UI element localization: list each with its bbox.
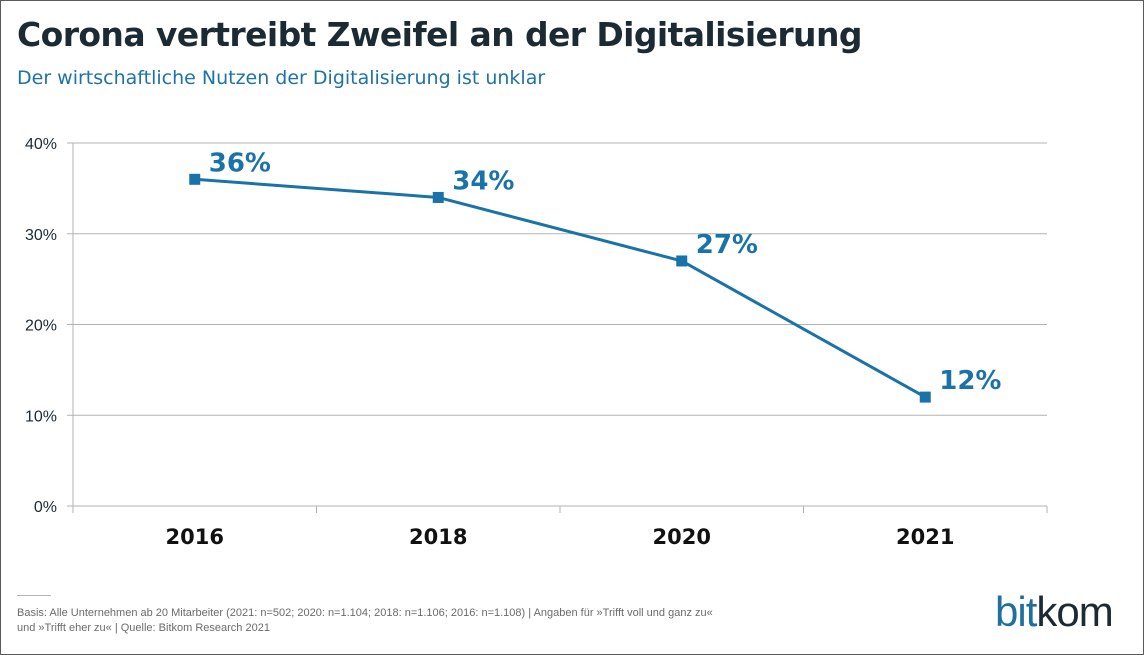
logo-part-kom: kom bbox=[1036, 588, 1113, 635]
data-point-marker bbox=[676, 255, 688, 267]
logo-part-bit: bit bbox=[995, 588, 1037, 635]
series-line bbox=[194, 177, 926, 399]
data-point-marker bbox=[189, 173, 201, 185]
y-tick-label: 10% bbox=[25, 408, 57, 425]
data-label: 36% bbox=[209, 148, 271, 178]
y-tick-label: 40% bbox=[25, 136, 57, 153]
bitkom-logo: bitkom bbox=[995, 588, 1114, 635]
data-point-marker bbox=[919, 391, 931, 403]
data-label: 34% bbox=[452, 166, 514, 196]
footnote-line-2: und »Trifft eher zu« | Quelle: Bitkom Re… bbox=[17, 622, 270, 634]
footnote-line-1: Basis: Alle Unternehmen ab 20 Mitarbeite… bbox=[17, 607, 713, 619]
y-tick-label: 30% bbox=[25, 227, 57, 244]
x-tick-label: 2016 bbox=[166, 525, 224, 549]
footer-divider bbox=[17, 595, 51, 596]
line-chart: 0% 10% 20% 30% 40% 2016 2018 2020 2021 36% 34% 27%… bbox=[25, 136, 1048, 549]
chart-title: Corona vertreibt Zweifel an der Digitali… bbox=[17, 15, 862, 54]
x-tick-label: 2020 bbox=[653, 525, 711, 549]
y-tick-label: 20% bbox=[25, 318, 57, 335]
y-tick-label: 0% bbox=[34, 499, 57, 516]
footnote: Basis: Alle Unternehmen ab 20 Mitarbeite… bbox=[17, 606, 777, 636]
data-point-marker bbox=[432, 191, 444, 203]
x-tick-label: 2018 bbox=[409, 525, 467, 549]
data-label: 27% bbox=[696, 230, 758, 260]
x-tick-label: 2021 bbox=[896, 525, 954, 549]
data-label: 12% bbox=[939, 366, 1001, 396]
chart-subtitle: Der wirtschaftliche Nutzen der Digitalis… bbox=[17, 67, 546, 89]
